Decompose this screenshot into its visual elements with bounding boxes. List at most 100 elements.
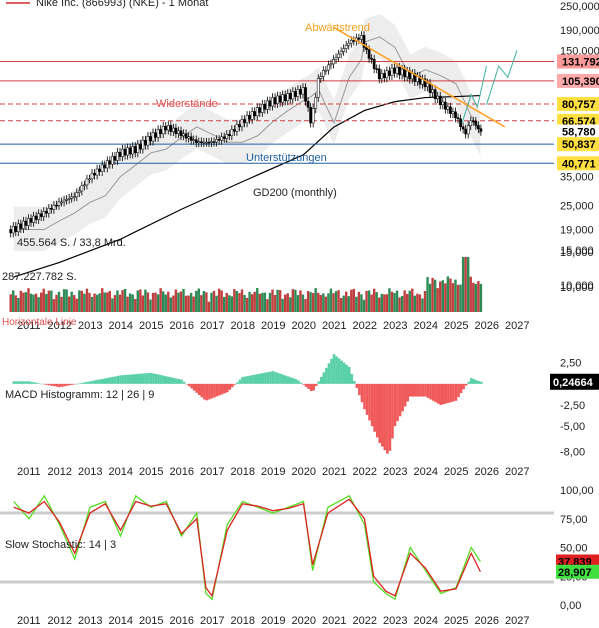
macd-bar xyxy=(116,375,120,384)
macd-bar xyxy=(65,383,69,386)
volume-bar xyxy=(42,288,45,312)
volume-bar xyxy=(304,299,307,312)
candle-body xyxy=(390,67,394,76)
candle-body xyxy=(266,100,269,110)
candle-body xyxy=(32,215,35,223)
macd-bar xyxy=(345,364,349,384)
macd-bar xyxy=(467,381,471,384)
stoch-y-tick: 50,00 xyxy=(560,543,588,555)
candle-body xyxy=(44,211,48,214)
volume-bar xyxy=(182,288,185,312)
macd-bar xyxy=(180,379,183,384)
candle-body xyxy=(466,125,470,135)
candle-body xyxy=(154,132,157,138)
candle-body xyxy=(161,125,165,134)
candle-body xyxy=(57,201,61,206)
volume-bar xyxy=(314,288,317,312)
candle-body xyxy=(235,124,239,132)
x-tick-label: 2011 xyxy=(17,615,41,627)
level-tag-bg xyxy=(557,73,599,88)
macd-bar xyxy=(312,383,315,391)
volume-bar xyxy=(294,289,297,312)
volume-bar xyxy=(75,298,78,312)
candle-body xyxy=(248,115,251,120)
macd-bar xyxy=(55,383,59,387)
macd-bar xyxy=(200,383,204,398)
volume-bar xyxy=(291,289,295,312)
candle-body xyxy=(16,223,20,232)
volume-bar xyxy=(128,293,132,312)
volume-bar xyxy=(385,294,389,312)
volume-bar xyxy=(32,294,35,312)
macd-bar xyxy=(81,382,84,384)
volume-bar xyxy=(253,291,256,312)
candle-body xyxy=(113,156,117,161)
candle-body xyxy=(253,111,257,117)
volume-bar xyxy=(258,293,261,312)
volume-bar xyxy=(40,292,43,312)
macd-bar xyxy=(131,374,135,384)
candle-body xyxy=(469,120,473,126)
price-y-tick: 10,000 xyxy=(560,280,594,292)
volume-bar xyxy=(24,292,28,312)
volume-bar xyxy=(400,295,404,312)
volume-bar xyxy=(444,283,447,312)
gd200-line xyxy=(13,94,481,278)
volume-bar xyxy=(189,292,193,312)
macd-bar xyxy=(159,375,163,384)
volume-bar xyxy=(34,293,38,312)
volume-bar xyxy=(256,288,259,312)
macd-bar xyxy=(86,381,89,384)
volume-bar xyxy=(245,297,249,312)
x-tick-label: 2020 xyxy=(292,466,316,478)
volume-bar xyxy=(278,290,282,312)
volume-bar xyxy=(164,294,167,312)
resistances-label: Widerstände xyxy=(156,98,218,110)
candle-body xyxy=(314,97,318,109)
candle-body xyxy=(116,151,119,161)
candle-body xyxy=(347,42,351,46)
candle-body xyxy=(334,57,338,60)
macd-bar xyxy=(447,383,450,403)
stoch-y-tick: 100,00 xyxy=(560,485,594,497)
macd-bar xyxy=(106,377,110,384)
macd-bar xyxy=(256,374,260,384)
macd-bar xyxy=(40,383,44,385)
volume-bar xyxy=(472,282,475,312)
macd-bar xyxy=(246,376,249,384)
volume-bar xyxy=(383,294,386,312)
candle-body xyxy=(77,190,81,193)
volume-bar xyxy=(390,291,394,312)
candle-body xyxy=(357,37,361,40)
macd-bar xyxy=(70,383,74,385)
volume-bar xyxy=(243,294,246,312)
macd-bar xyxy=(83,382,87,384)
candle-body xyxy=(136,143,140,154)
x-tick-label: 2016 xyxy=(170,466,194,478)
volume-bar xyxy=(268,292,272,312)
macd-bar xyxy=(386,383,389,454)
x-tick-label: 2025 xyxy=(444,466,468,478)
volume-bar xyxy=(172,295,175,312)
candle-body xyxy=(400,68,404,76)
candle-body xyxy=(268,100,272,107)
volume-bar xyxy=(426,277,429,312)
macd-bar xyxy=(91,380,94,384)
volume-bar xyxy=(121,290,124,312)
macd-bar xyxy=(297,380,300,384)
macd-bar xyxy=(424,383,427,397)
candle-body xyxy=(95,168,99,176)
volume-bar xyxy=(103,292,106,312)
volume-bar xyxy=(477,281,480,312)
candle-body xyxy=(27,218,30,226)
candle-body xyxy=(449,106,452,114)
macd-bar xyxy=(25,381,28,384)
macd-bar xyxy=(152,373,155,384)
macd-y-tick: -5,00 xyxy=(560,421,585,433)
volume-bar xyxy=(451,283,455,312)
x-tick-label: 2022 xyxy=(353,615,377,627)
candle-body xyxy=(131,146,135,155)
x-tick-label: 2025 xyxy=(444,615,468,627)
macd-bar xyxy=(215,383,219,397)
x-tick-label: 2021 xyxy=(322,466,346,478)
